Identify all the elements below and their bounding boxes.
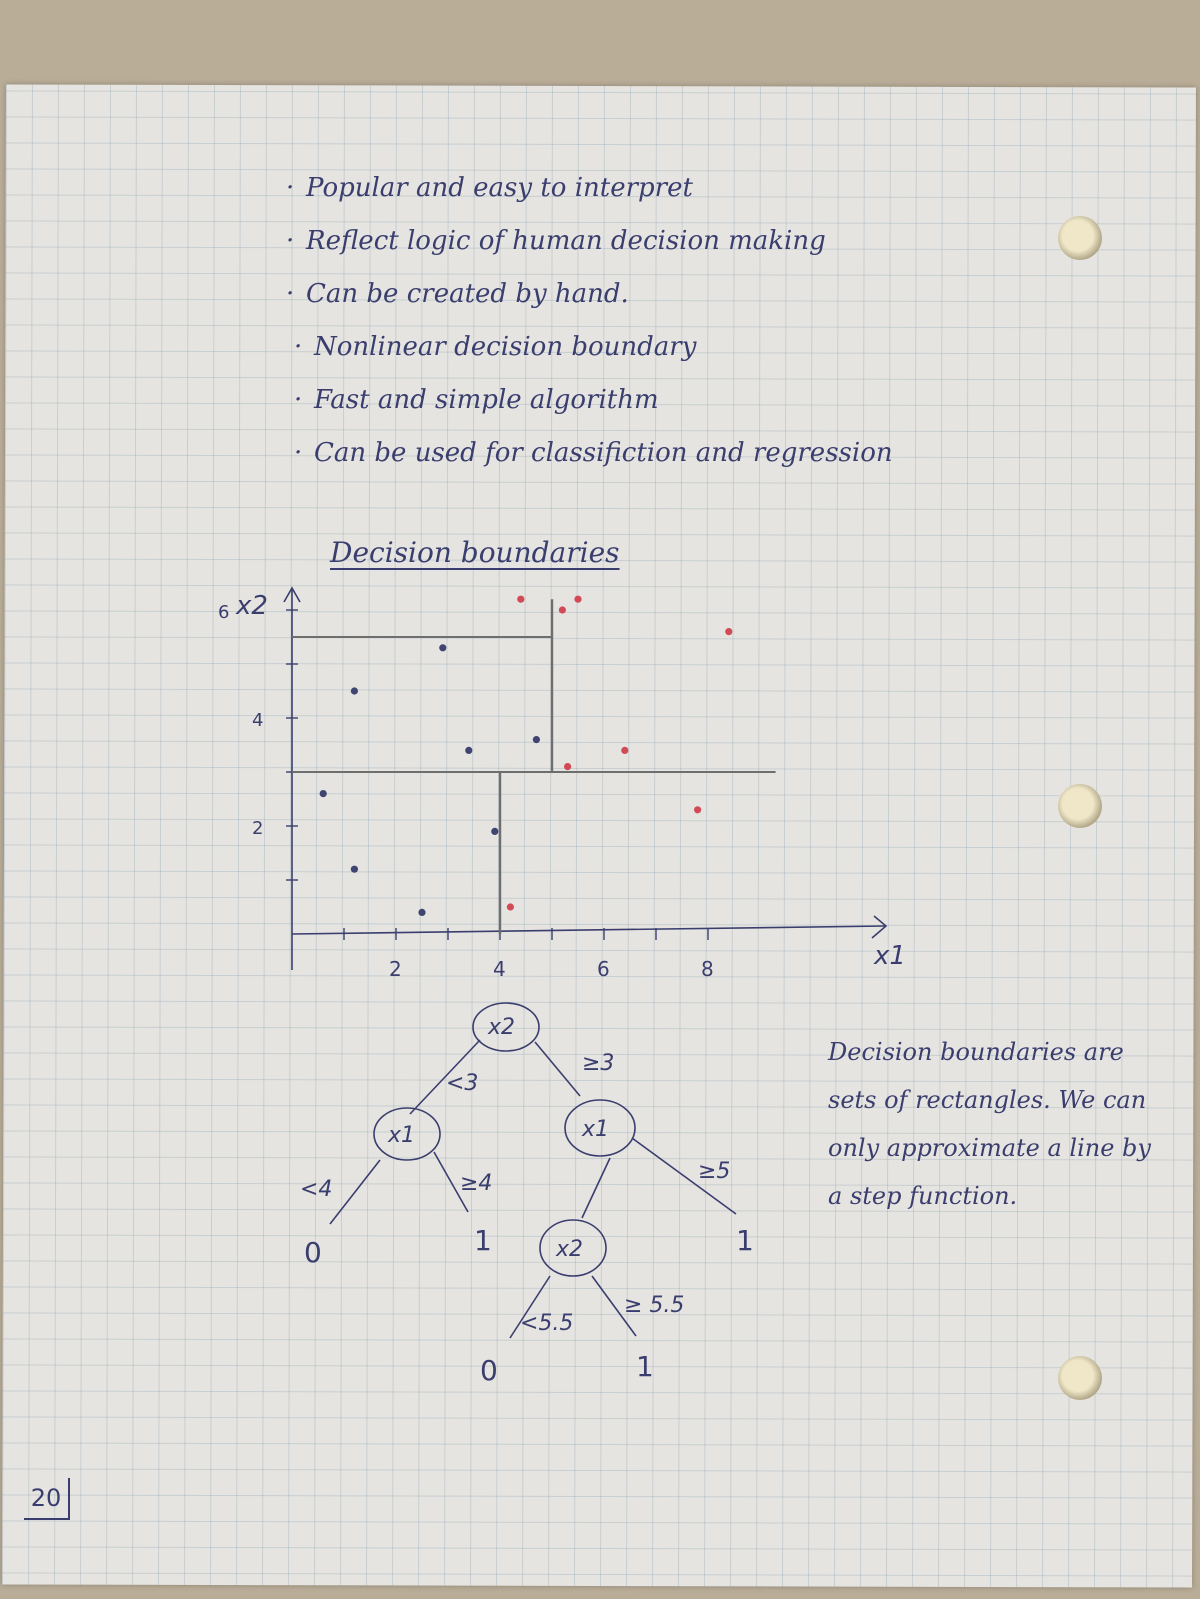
tree-edge	[329, 1159, 381, 1225]
diagram-heading: Decision boundaries	[330, 536, 620, 569]
tree-edge-label: ≥ 5.5	[624, 1293, 684, 1318]
data-point-class1	[506, 903, 514, 911]
data-point-class0	[418, 908, 426, 917]
x-tick-label: 2	[389, 957, 402, 981]
data-point-class1	[621, 746, 629, 755]
tree-node-root	[472, 1002, 540, 1052]
tree-edge	[409, 1039, 481, 1115]
tree-node-left	[373, 1107, 441, 1161]
y-axis-arrow	[283, 586, 301, 603]
tree-node-left-label: x1	[387, 1123, 415, 1148]
tree-edge-label: ≥4	[460, 1171, 492, 1196]
punch-hole	[1058, 216, 1102, 260]
x-axis-arrow	[871, 915, 888, 939]
tree-edge-label: ≥3	[582, 1051, 614, 1076]
tree-leaf: 1	[636, 1350, 654, 1383]
y-axis-label: x2	[235, 591, 268, 621]
y-tick-label: 6	[218, 602, 229, 623]
tree-node-right-label: x1	[581, 1117, 609, 1142]
x-tick-label: 8	[701, 957, 714, 981]
side-note: Decision boundaries are sets of rectangl…	[828, 1038, 1151, 1210]
tree-edge-label: <3	[446, 1071, 478, 1096]
data-point-class0	[319, 790, 327, 798]
data-point-class1	[725, 628, 733, 636]
data-point-class0	[465, 746, 473, 755]
data-point-class0	[532, 736, 541, 744]
tree-node-right	[564, 1099, 636, 1157]
tree-node-sub	[539, 1219, 607, 1277]
bullet-item: · Reflect logic of human decision making	[286, 226, 826, 256]
x-tick-label: 6	[597, 957, 610, 981]
tree-edge	[433, 1151, 469, 1213]
data-point-class0	[439, 644, 447, 652]
tree-leaf: 1	[736, 1224, 754, 1257]
tree-edge-label: <5.5	[520, 1311, 573, 1336]
data-point-class0	[350, 687, 358, 695]
x-axis	[291, 925, 886, 935]
x-tick-label: 4	[493, 957, 506, 981]
tree-edge-label: ≥5	[698, 1159, 730, 1184]
bullet-list: · Popular and easy to interpret · Reflect …	[286, 162, 893, 480]
tree-edge	[534, 1041, 581, 1097]
bullet-item: · Fast and simple algorithm	[294, 385, 659, 415]
tree-leaf: 0	[304, 1236, 322, 1269]
tree-node-root-label: x2	[487, 1015, 515, 1040]
page-number: 20	[24, 1478, 70, 1520]
tree-node-sub-label: x2	[555, 1237, 583, 1262]
tree-edge	[509, 1275, 551, 1339]
tree-leaf: 1	[474, 1224, 492, 1257]
tree-edge	[591, 1275, 637, 1337]
data-point-class1	[517, 595, 525, 603]
bullet-item: · Can be used for classifiction and regre…	[294, 438, 893, 468]
y-tick-label: 4	[252, 710, 263, 731]
data-point-class1	[574, 595, 582, 603]
tree-edge	[631, 1137, 737, 1215]
bullet-item: · Nonlinear decision boundary	[294, 332, 697, 362]
tree-edge-label: <4	[300, 1177, 332, 1202]
data-point-class0	[350, 865, 358, 873]
x-axis-label: x1	[873, 941, 906, 971]
decision-boundary-plot: 2 4 6 8 2 4 6 x1 x2	[218, 586, 906, 981]
data-point-class1	[694, 806, 702, 814]
punch-hole	[1058, 1356, 1102, 1400]
tree-leaf: 0	[480, 1354, 498, 1387]
tree-edge	[581, 1157, 611, 1219]
data-point-class0	[491, 827, 499, 836]
bullet-item: · Can be created by hand.	[286, 279, 629, 309]
y-tick-label: 2	[252, 818, 263, 839]
bullet-item: · Popular and easy to interpret	[286, 173, 693, 203]
data-point-class1	[564, 763, 572, 771]
punch-hole	[1058, 784, 1102, 828]
data-point-class1	[558, 606, 567, 614]
